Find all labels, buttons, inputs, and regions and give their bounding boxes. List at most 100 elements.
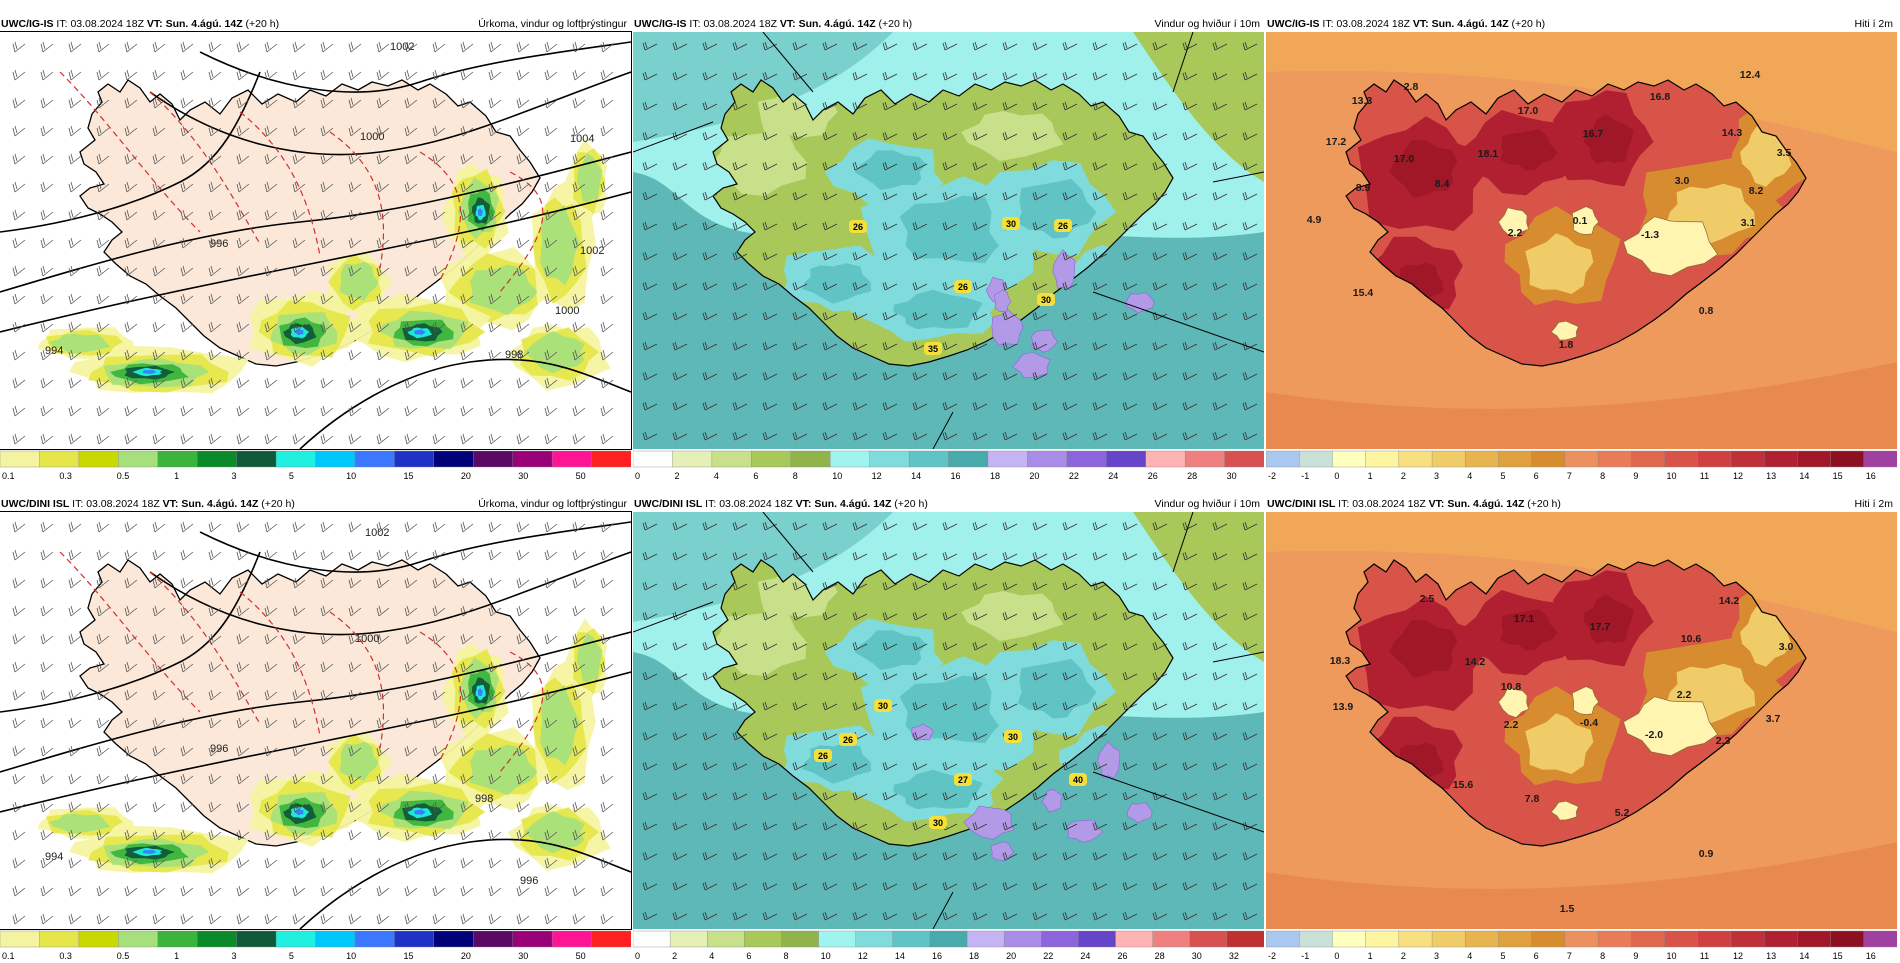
- vt-label: VT:: [146, 18, 163, 30]
- wind-barb: [882, 41, 898, 51]
- wind-barb: [852, 311, 868, 321]
- wind-barb: [672, 101, 688, 111]
- wind-barb: [572, 153, 586, 165]
- wind-barb: [460, 801, 474, 813]
- wind-barb: [12, 633, 26, 645]
- wind-barb: [180, 773, 194, 785]
- wind-barb: [702, 881, 718, 891]
- wind-map[interactable]: 26 30 26 26 35 30: [633, 32, 1264, 449]
- temp-map[interactable]: 2.5 14.2 17.1 17.7 10.6 3.0 18.3 14.2 10.8 13.9 2.…: [1266, 512, 1897, 929]
- wind-barb: [96, 125, 110, 137]
- wind-barb: [516, 321, 530, 333]
- wind-barb: [180, 181, 194, 193]
- wind-barb: [320, 549, 334, 561]
- wind-barb: [1002, 701, 1018, 711]
- wind-barb: [236, 181, 250, 193]
- wind-barb: [572, 405, 586, 417]
- wind-barb: [68, 605, 82, 617]
- temperature-field: [1389, 620, 1458, 679]
- colorbar-swatch: [744, 930, 783, 948]
- wind-barb: [376, 549, 390, 561]
- wind-barb: [732, 431, 748, 441]
- wind-barb: [942, 791, 958, 801]
- precip-map[interactable]: 1002 1000 998 994 996 996: [0, 511, 632, 930]
- wind-barb: [572, 321, 586, 333]
- wind-barb: [882, 101, 898, 111]
- wind-barb: [544, 549, 558, 561]
- wind-barb: [702, 701, 718, 711]
- wind-barb: [292, 125, 306, 137]
- wind-barb: [124, 41, 138, 53]
- colorbar-label: 0.3: [59, 951, 72, 961]
- wind-barb: [264, 433, 278, 445]
- wind-barb: [702, 131, 718, 141]
- colorbar-swatch: [1189, 930, 1228, 948]
- wind-barb: [264, 913, 278, 925]
- wind-barb: [732, 281, 748, 291]
- wind-barb: [40, 521, 54, 533]
- wind-barb: [544, 801, 558, 813]
- wind-barb: [40, 377, 54, 389]
- gust-area: [1097, 741, 1121, 779]
- wind-barb: [40, 349, 54, 361]
- wind-barb: [732, 521, 748, 531]
- wind-barb: [68, 69, 82, 81]
- wind-barb: [180, 349, 194, 361]
- wind-barb: [264, 125, 278, 137]
- wind-barb: [208, 773, 222, 785]
- wind-colorbar: 0 2 4 6 8 10 12 14 16 18 20 22 24 26 28 30 32: [633, 929, 1264, 963]
- colorbar-swatch: [39, 450, 80, 468]
- wind-barb: [236, 237, 250, 249]
- temp-map[interactable]: 13.3 2.8 17.0 16.8 12.4 17.2 17.0 18.1 16.7 14.3 3…: [1266, 32, 1897, 449]
- wind-barb: [852, 191, 868, 201]
- wind-barb: [348, 577, 362, 589]
- colorbar-swatch: [1697, 930, 1732, 948]
- wind-barb: [1002, 341, 1018, 351]
- wind-barb: [152, 97, 166, 109]
- wind-barb: [642, 671, 658, 681]
- it-label: IT:: [56, 18, 68, 30]
- colorbar-swatch: [1224, 450, 1264, 468]
- wind-map[interactable]: 30 26 26 30 27 30 40: [633, 512, 1264, 929]
- wind-barb: [460, 885, 474, 897]
- wind-barb: [292, 405, 306, 417]
- wind-barb: [822, 281, 838, 291]
- wind-barb: [488, 125, 502, 137]
- wind-barb: [516, 661, 530, 673]
- wind-barb: [1152, 821, 1168, 831]
- wind-barb: [544, 913, 558, 925]
- wind-barb: [972, 611, 988, 621]
- wind-barb: [822, 311, 838, 321]
- wind-barb: [1152, 191, 1168, 201]
- wind-barb: [972, 671, 988, 681]
- wind-barb: [68, 745, 82, 757]
- wind-barb: [1032, 701, 1048, 711]
- precip-map[interactable]: 1002 1000 1004 1002 1000 994 996 998: [0, 31, 632, 450]
- wind-barb: [68, 633, 82, 645]
- temperature-value: 17.1: [1514, 613, 1535, 625]
- colorbar-label: 4: [709, 951, 714, 961]
- valid-time: Sun. 4.ágú. 14Z: [1447, 498, 1525, 510]
- wind-barb: [702, 551, 718, 561]
- wind-barb: [600, 745, 614, 757]
- gust-value: 35: [928, 344, 938, 354]
- colorbar-swatch: [1078, 930, 1117, 948]
- wind-barb: [152, 661, 166, 673]
- wind-barb: [12, 857, 26, 869]
- init-time: 03.08.2024 18Z: [719, 498, 793, 510]
- wind-barb: [1152, 731, 1168, 741]
- wind-barb: [972, 821, 988, 831]
- wind-barb: [124, 717, 138, 729]
- wind-barb: [320, 405, 334, 417]
- colorbar-swatch: [473, 450, 514, 468]
- wind-barb: [460, 913, 474, 925]
- wind-barb: [460, 433, 474, 445]
- wind-barb: [642, 431, 658, 441]
- wind-barb: [822, 131, 838, 141]
- wind-barb: [96, 377, 110, 389]
- wind-barb: [96, 717, 110, 729]
- wind-barb: [792, 101, 808, 111]
- gust-area: [1126, 802, 1153, 824]
- wind-barb: [972, 911, 988, 921]
- wind-barb: [642, 131, 658, 141]
